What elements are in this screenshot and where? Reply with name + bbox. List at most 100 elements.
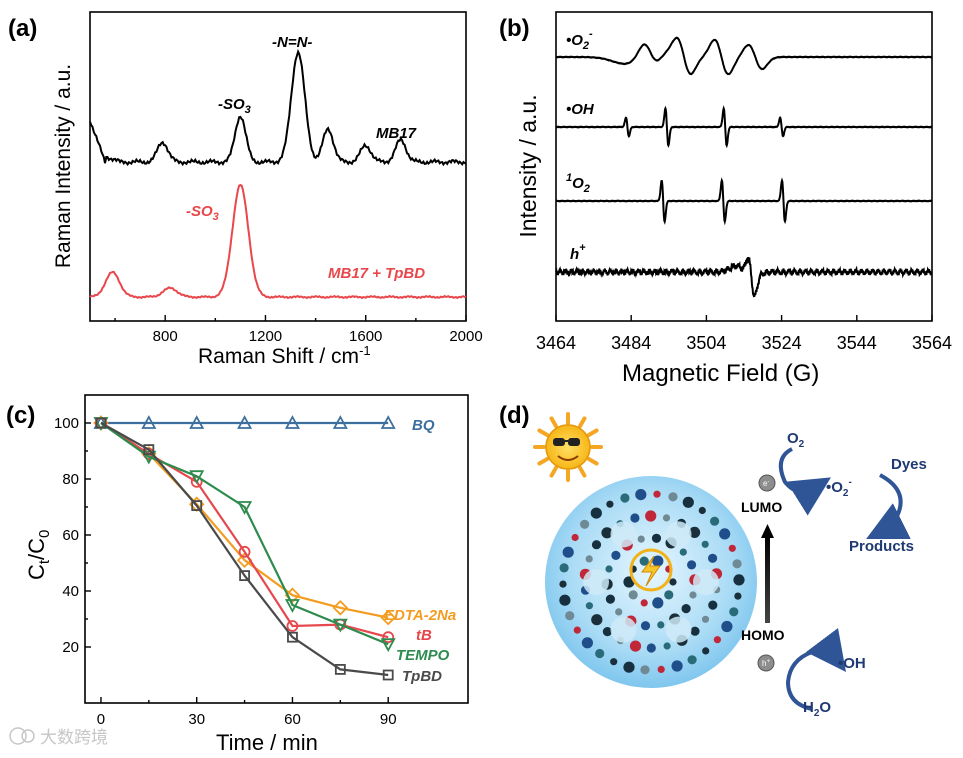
framework-atom [681,604,691,614]
framework-atom [701,615,710,623]
annotation-so3-tpbd-sub: 3 [213,211,219,223]
legend-tpbd: TpBD [402,668,442,685]
framework-atom [708,553,718,563]
hole-symbol-text: h [762,659,766,668]
sun-ray [537,457,550,466]
framework-atom [601,527,613,539]
data-point [332,600,349,616]
framework-atom [591,614,603,626]
hydroxyl-label: •OH [838,655,866,672]
panel-b-frame [555,11,933,322]
series-tpbd [95,417,394,681]
framework-atom [652,555,664,567]
framework-atom [605,594,616,604]
label-hole: h+ [570,242,586,263]
oxidation-arrow [785,627,847,711]
label-superoxide-text: •O [566,32,583,49]
watermark-icon [9,727,27,745]
sun-ray [549,416,558,429]
water-label-h: H [803,699,814,716]
water-label-sub: 2 [814,708,820,719]
data-point [141,450,157,465]
framework-atom [687,655,697,665]
data-point [284,587,301,603]
data-point [284,415,300,429]
data-point [287,631,298,643]
panel-c-ytick-label: 40 [62,583,79,600]
series-tempo [93,417,396,653]
panel-c-ylabel: Ct/C0 [24,530,53,580]
label-superoxide-sup: - [589,28,593,40]
framework-atom [679,548,687,556]
framework-atom [559,563,569,573]
panel-c-xtick-label: 0 [97,711,105,728]
framework-atom [565,611,575,621]
panel-a-xtick-label: 800 [153,328,178,345]
panel-c-ytick-label: 60 [62,527,79,544]
products-label: Products [849,538,914,555]
series-line-mb17-tpbd [89,183,467,300]
label-superoxide-sub: 2 [582,40,589,52]
framework-atom [657,665,665,674]
hole-icon [757,654,775,672]
watermark-icon-2 [21,729,35,743]
panel-c-ytick-label: 20 [62,639,79,656]
sun-icon [533,412,603,482]
cof-sphere [545,476,757,688]
framework-atom [629,640,642,652]
framework-atom [732,559,742,569]
panel-c-ylabel-c: C [24,564,49,580]
superoxide-label-sub: 2 [843,488,849,499]
series-line-hydroxyl [555,105,933,149]
framework-pore [610,616,637,643]
water-label: H2O [803,699,831,719]
superoxide-label-text: •O [826,479,843,496]
data-point [143,444,155,456]
framework-atom [562,546,574,558]
data-point [237,501,253,515]
panel-b-xtick-label: 3564 [912,333,952,353]
panel-b-xtick-label: 3544 [837,333,877,353]
data-point [284,599,300,613]
framework-atom [640,599,648,607]
water-label-o: O [819,699,831,716]
superoxide-label: •O2- [826,477,852,499]
framework-atom [713,636,722,644]
excitation-arrow-head [761,524,774,538]
legend-mb17: MB17 [376,125,417,142]
data-point [380,638,396,653]
sun-ray [578,465,587,478]
electron-symbol-sup: - [767,479,769,485]
panel-a-xlabel-text: Raman Shift / cm [198,345,359,368]
framework-atom [573,626,581,634]
legend-bq: BQ [412,417,435,434]
lumo-label: LUMO [741,499,782,515]
framework-atom [653,490,661,498]
framework-atom [591,540,602,550]
label-singlet-oxygen-sub: 2 [583,183,590,195]
sun-ray [549,465,558,478]
sun-ray [586,457,599,466]
lightning-icon [641,555,661,587]
label-hydroxyl: •OH [566,101,595,118]
panel-a-xtick-label: 1200 [249,328,282,345]
framework-atom [710,516,720,526]
panel-b-xtick-label: 3524 [762,333,802,353]
framework-atom [645,510,657,522]
panel-c-ytick-label: 80 [62,471,79,488]
data-point [238,545,251,558]
annotation-so3-mb17: -SO3 [218,96,251,116]
framework-atom [698,506,706,515]
homo-label: HOMO [741,627,785,643]
panel-c-ylabel-sub2: 0 [36,530,53,538]
data-point [239,570,250,581]
data-point [191,500,203,512]
framework-atom [646,643,656,653]
series-bq [93,415,396,429]
excitation-arrow-shaft [765,535,770,623]
framework-atom [585,555,593,563]
framework-atom [689,526,701,539]
panel-a-xtick-label: 1600 [349,328,382,345]
framework-atom [721,620,733,633]
